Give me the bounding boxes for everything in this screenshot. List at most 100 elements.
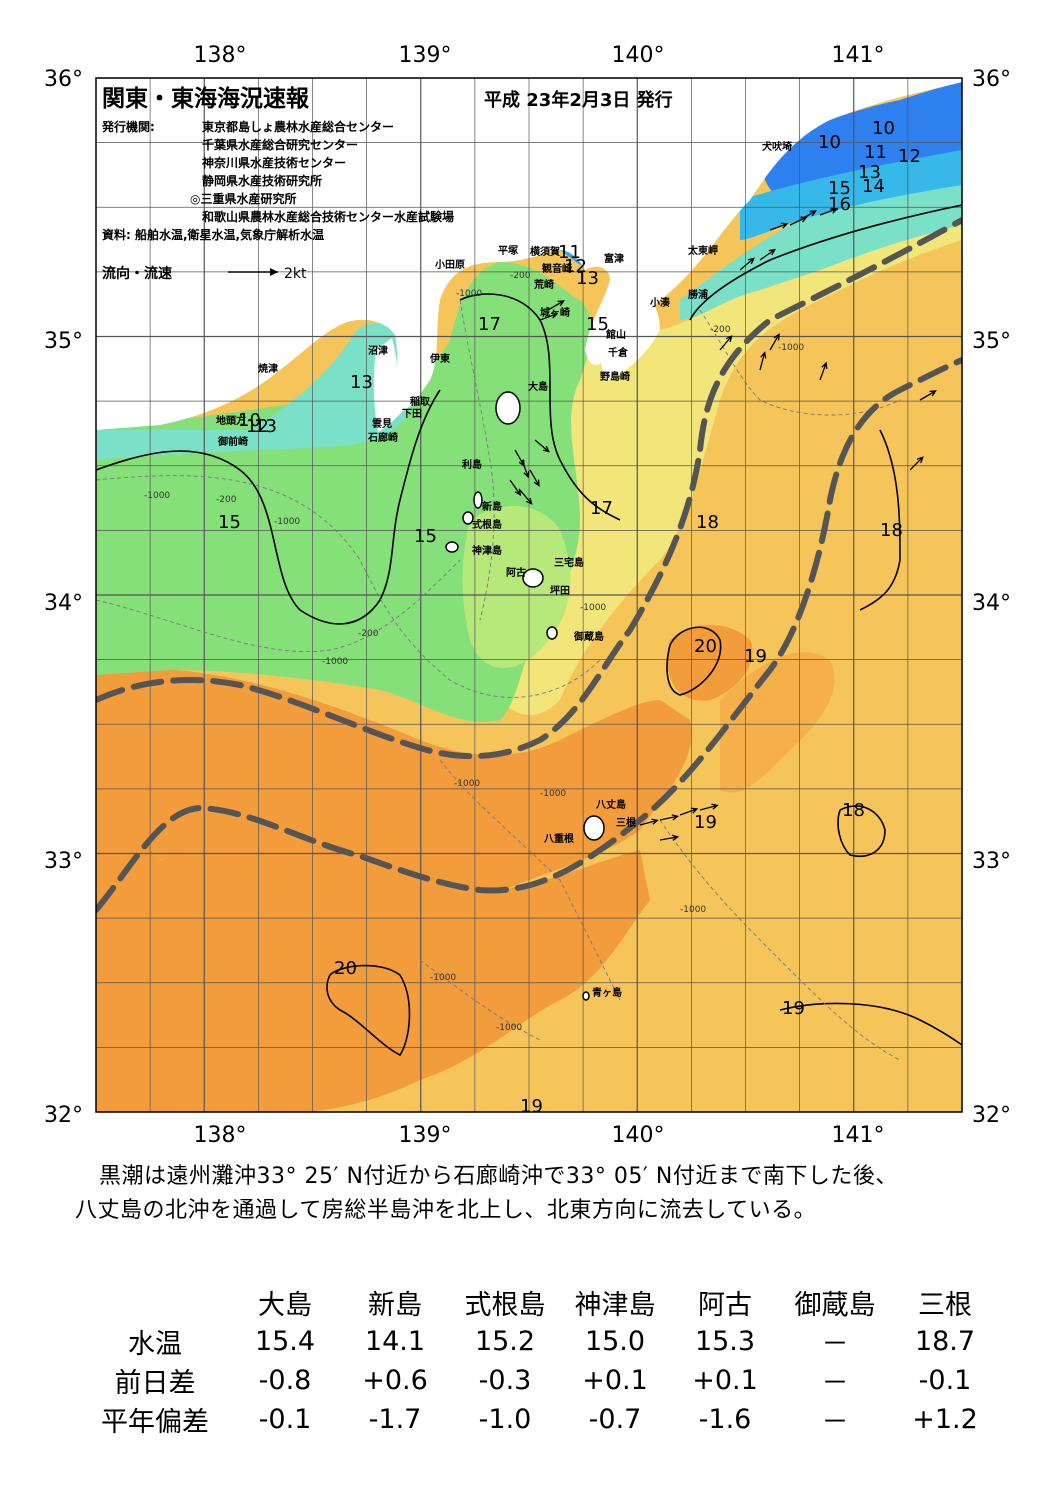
table-cell: +0.1 — [582, 1365, 648, 1396]
flow-arrows — [509, 207, 937, 841]
depth-label: -1000 — [680, 905, 706, 915]
depth-label: -1000 — [144, 491, 170, 501]
teal-water-boso — [680, 180, 962, 320]
place-label: 石廊崎 — [367, 431, 398, 444]
issuer-line: ◎三重県水産研究所 — [190, 191, 296, 206]
place-label: 利島 — [462, 458, 482, 471]
lat-label-left: 36° — [44, 67, 83, 92]
contour-label: 18 — [880, 520, 903, 541]
table-col-header: 三根 — [918, 1289, 972, 1321]
contour-label: 17 — [590, 498, 613, 519]
lon-label-top: 140° — [612, 43, 665, 68]
kuroshio-axis — [96, 217, 962, 913]
table-col-header: 神津島 — [574, 1289, 656, 1321]
flow-arrow — [659, 834, 680, 841]
place-label: 荒崎 — [533, 278, 554, 291]
contour-label: 17 — [478, 314, 501, 335]
contour-label: 18 — [696, 512, 719, 533]
table-cell: 15.0 — [584, 1326, 646, 1357]
table-cell: 15.4 — [254, 1326, 316, 1357]
table-row: 水温 15.4 14.1 15.2 15.0 15.3 － 18.7 — [80, 1322, 1000, 1361]
contour-label: 15 — [218, 512, 241, 533]
depth-label: -1000 — [456, 289, 482, 299]
place-label: 坪田 — [550, 584, 570, 597]
contour-label: 20 — [334, 958, 357, 979]
depth-label: -1000 — [496, 1023, 522, 1033]
lon-label-bottom: 138° — [194, 1123, 247, 1148]
table-cell: -1.6 — [698, 1404, 752, 1435]
flow-scale-arrowhead — [270, 268, 278, 276]
table-row: 平年偏差 -0.1 -1.7 -1.0 -0.7 -1.6 － +1.2 — [80, 1400, 1000, 1439]
table-col-header: 式根島 — [464, 1289, 546, 1321]
flow-arrow — [534, 439, 550, 453]
contour-label: 12 — [898, 146, 921, 167]
place-label: 沼津 — [368, 344, 388, 357]
depth-label: -1000 — [322, 657, 348, 667]
contour-label: 19 — [744, 646, 767, 667]
place-label: 館山 — [605, 328, 626, 341]
lat-label-left: 33° — [44, 849, 83, 874]
teal-water-suruga — [96, 323, 417, 460]
depth-label: -1000 — [580, 603, 606, 613]
table-cell: -0.3 — [478, 1365, 532, 1396]
contour-label: 15 — [414, 526, 437, 547]
place-label: 御前崎 — [217, 435, 248, 448]
depth-label: -1000 — [454, 779, 480, 789]
place-label: 三宅島 — [554, 556, 584, 569]
flow-arrow — [519, 489, 533, 505]
issuer-line: 千葉県水産総合研究センター — [202, 137, 358, 152]
table-row: 前日差 -0.8 +0.6 -0.3 +0.1 +0.1 － -0.1 — [80, 1361, 1000, 1400]
place-label: 千倉 — [608, 346, 629, 359]
flow-arrow — [739, 257, 755, 271]
light-green-water — [462, 506, 571, 669]
place-label: 観音崎 — [542, 262, 572, 275]
flow-arrow — [769, 333, 780, 351]
table-cell: － — [821, 1407, 849, 1438]
lon-label-top: 139° — [399, 43, 452, 68]
lon-label-bottom: 140° — [612, 1123, 665, 1148]
place-label: 三根 — [616, 816, 636, 829]
flow-arrow — [819, 361, 828, 381]
table-cell: -0.7 — [588, 1404, 642, 1435]
summary-line-2: 八丈島の北沖を通過して房総半島沖を北上し、北東方向に流去している。 — [75, 1198, 817, 1223]
depth-label: -200 — [710, 325, 731, 335]
contour-label: 20 — [694, 636, 717, 657]
data-sources: 資料: 船舶水温,衛星水温,気象庁解析水温 — [102, 227, 324, 242]
table-cell: 18.7 — [914, 1326, 976, 1357]
flow-arrow — [679, 807, 699, 816]
table-col-header: 阿古 — [698, 1289, 752, 1321]
summary-line-1: 黒潮は遠州灘沖33° 25′ N付近から石廊崎沖で33° 05′ N付近まで南下… — [99, 1164, 898, 1189]
place-label: 富津 — [604, 252, 624, 265]
depth-label: -1000 — [274, 517, 300, 527]
place-label: 伊東 — [429, 352, 450, 365]
contour-label: 11 — [864, 142, 887, 163]
contour-label: 13 — [576, 268, 599, 289]
table-row-header: 水温 — [128, 1329, 182, 1360]
issuer-line: 神奈川県水産技術センター — [202, 155, 346, 170]
cool-water-band — [740, 150, 962, 240]
contour-label: 11 — [558, 242, 581, 263]
contour-label: 12 — [246, 416, 269, 437]
table-cell: +0.1 — [692, 1365, 758, 1396]
place-label: 下田 — [402, 408, 422, 420]
lat-label-left: 32° — [44, 1103, 83, 1128]
table-cell: -1.0 — [478, 1404, 532, 1435]
place-label: 野島崎 — [600, 370, 630, 383]
table-row-header: 平年偏差 — [101, 1407, 209, 1438]
table-cell: 15.2 — [474, 1326, 536, 1357]
contour-label: 13 — [858, 162, 881, 183]
table-cell: -0.1 — [918, 1365, 972, 1396]
table-col-header: 新島 — [368, 1289, 422, 1321]
yellow-water — [491, 220, 962, 715]
hot-water-patch — [667, 625, 753, 701]
place-label: 地頭方 — [216, 414, 246, 427]
lat-label-right: 36° — [972, 67, 1011, 92]
flow-arrow — [539, 312, 559, 321]
table-col-header: 大島 — [258, 1289, 312, 1321]
issuer-line: 静岡県水産技術研究所 — [202, 173, 322, 188]
contour-label: 19 — [694, 812, 717, 833]
place-label: 稲取 — [410, 395, 431, 408]
lat-label-right: 35° — [972, 329, 1011, 354]
flow-arrow — [759, 351, 767, 371]
depth-label: -1000 — [778, 343, 804, 353]
